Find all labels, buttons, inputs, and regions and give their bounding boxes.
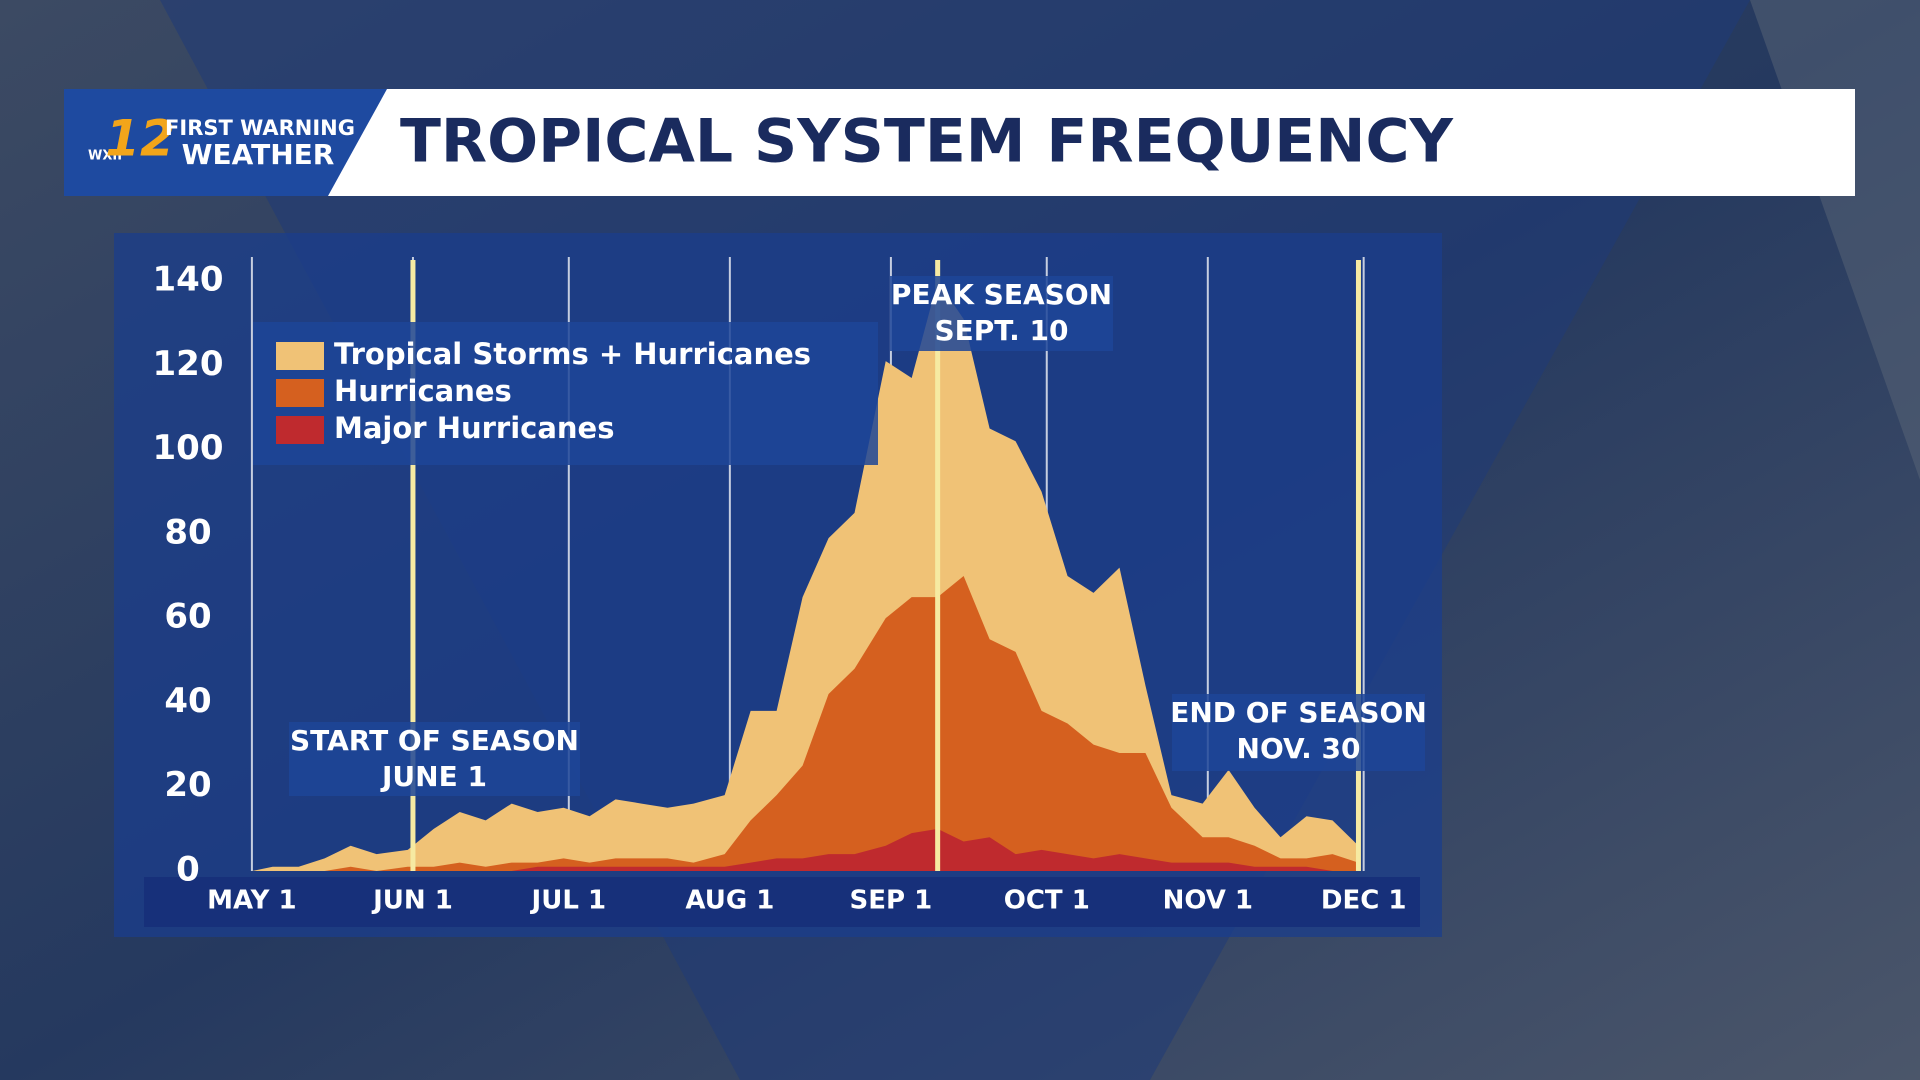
logo-bottom: WEATHER	[182, 138, 335, 171]
x-tick-label: DEC 1	[1321, 886, 1407, 916]
logo-panel	[64, 89, 387, 196]
x-tick-label: JUN 1	[371, 886, 453, 916]
legend-label: Hurricanes	[334, 374, 512, 408]
logo-top: FIRST WARNING	[165, 116, 355, 140]
x-axis-band	[144, 877, 1420, 927]
x-tick-label: OCT 1	[1004, 886, 1090, 916]
y-tick-label: 60	[164, 597, 211, 637]
legend-label: Tropical Storms + Hurricanes	[334, 337, 811, 371]
x-tick-label: MAY 1	[207, 886, 296, 916]
annotation-text: PEAK SEASON	[891, 278, 1112, 311]
legend-swatch	[276, 416, 324, 444]
legend-swatch	[276, 379, 324, 407]
area	[251, 281, 1359, 871]
area	[251, 828, 1359, 871]
annotation-box	[1172, 694, 1425, 771]
annotation-box	[890, 276, 1113, 351]
x-tick-label: AUG 1	[685, 886, 774, 916]
y-tick-label: 100	[153, 428, 224, 468]
x-tick-label: JUL 1	[530, 886, 607, 916]
logo-channel: 12	[105, 110, 175, 168]
legend-swatch	[276, 342, 324, 370]
y-tick-label: 40	[164, 681, 211, 721]
y-tick-label: 0	[176, 850, 200, 890]
annotation-text: END OF SEASON	[1170, 696, 1427, 729]
annotation-text: START OF SEASON	[290, 724, 579, 757]
annotation-text: JUNE 1	[380, 760, 487, 793]
annotation-box	[289, 722, 580, 796]
logo-network: WXII	[88, 149, 122, 164]
y-tick-label: 20	[164, 765, 211, 805]
x-tick-label: NOV 1	[1163, 886, 1253, 916]
y-tick-label: 80	[164, 512, 211, 552]
x-tick-label: SEP 1	[850, 886, 933, 916]
y-tick-label: 140	[153, 260, 224, 300]
annotation-text: SEPT. 10	[934, 314, 1068, 347]
legend-box	[253, 322, 878, 465]
chart-title: TROPICAL SYSTEM FREQUENCY	[400, 107, 1455, 177]
legend-label: Major Hurricanes	[334, 411, 614, 445]
area	[251, 576, 1359, 871]
y-tick-label: 120	[153, 344, 224, 384]
annotation-text: NOV. 30	[1237, 732, 1361, 765]
